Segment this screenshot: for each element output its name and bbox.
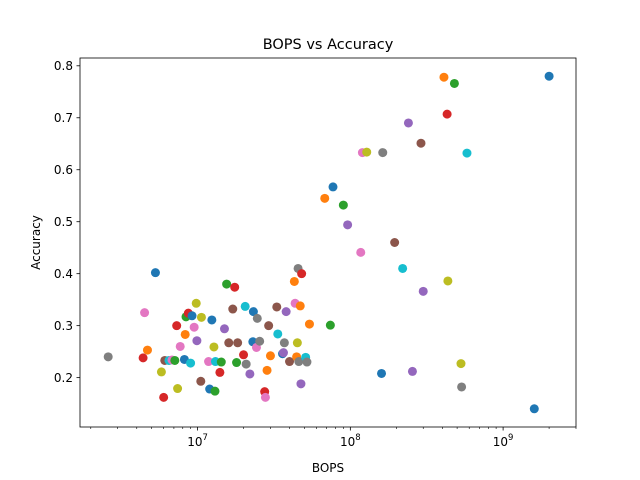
data-point — [273, 329, 283, 339]
data-point — [544, 71, 554, 81]
data-point — [103, 352, 113, 362]
data-point — [209, 342, 219, 352]
data-point — [241, 359, 251, 369]
data-point — [390, 238, 400, 247]
data-point — [240, 301, 250, 311]
x-axis-label: BOPS — [312, 461, 344, 475]
data-point — [260, 392, 270, 402]
data-point — [191, 298, 201, 308]
data-point — [292, 338, 302, 348]
data-point — [272, 302, 282, 312]
axes-frame — [79, 57, 577, 428]
data-point — [407, 366, 417, 376]
data-point — [232, 358, 242, 368]
data-point — [187, 311, 197, 321]
y-axis: 0.2 0.3 0.4 0.5 0.6 0.7 0.8 — [54, 59, 80, 385]
data-point — [289, 276, 299, 286]
data-point — [255, 336, 265, 346]
data-point — [278, 348, 288, 358]
data-point — [207, 315, 217, 325]
data-point — [304, 319, 314, 329]
data-point — [233, 338, 243, 348]
y-axis-label: Accuracy — [29, 215, 43, 270]
data-point — [186, 358, 196, 368]
data-point — [356, 247, 366, 257]
data-point — [175, 341, 185, 351]
y-tick-label: 0.5 — [54, 215, 73, 229]
data-point — [529, 404, 539, 414]
y-tick-label: 0.4 — [54, 267, 73, 281]
data-point — [456, 359, 466, 369]
data-point — [325, 320, 335, 330]
data-point — [296, 379, 306, 389]
data-point — [172, 321, 182, 331]
data-point — [264, 321, 274, 331]
data-point — [180, 329, 190, 339]
y-tick-label: 0.2 — [54, 371, 73, 385]
chart-title: BOPS vs Accuracy — [263, 37, 394, 53]
data-point — [418, 286, 428, 296]
data-point — [210, 386, 220, 396]
data-point — [192, 336, 202, 346]
data-point — [343, 220, 353, 230]
y-tick-label: 0.6 — [54, 163, 73, 177]
data-point — [439, 72, 449, 82]
data-point — [170, 355, 180, 365]
data-point — [156, 367, 166, 377]
y-tick-label: 0.7 — [54, 111, 73, 125]
data-point — [328, 182, 338, 192]
points-layer — [103, 71, 554, 414]
data-point — [378, 148, 388, 158]
data-point — [216, 357, 226, 367]
data-point — [338, 200, 348, 210]
x-tick-label: 108 — [340, 433, 361, 449]
data-point — [281, 307, 291, 317]
data-point — [150, 268, 160, 278]
data-point — [189, 322, 199, 332]
data-point — [294, 357, 304, 367]
data-point — [262, 365, 272, 375]
data-point — [320, 193, 330, 203]
data-point — [159, 392, 169, 402]
data-point — [248, 307, 258, 317]
data-point — [462, 148, 472, 158]
data-point — [362, 147, 372, 157]
y-tick-label: 0.8 — [54, 59, 73, 73]
data-point — [442, 109, 452, 119]
data-point — [219, 324, 229, 334]
data-point — [302, 357, 312, 367]
data-point — [230, 282, 240, 292]
data-point — [138, 353, 148, 363]
x-axis: 107 108 109 — [90, 427, 577, 449]
data-point — [285, 357, 295, 367]
data-point — [173, 384, 183, 394]
data-point — [215, 367, 225, 377]
data-point — [204, 357, 214, 367]
data-point — [403, 118, 413, 128]
data-point — [140, 308, 150, 318]
y-tick-label: 0.3 — [54, 319, 73, 333]
data-point — [398, 263, 408, 273]
data-point — [457, 382, 467, 392]
data-point — [224, 338, 234, 348]
data-point — [245, 369, 255, 379]
x-tick-label: 109 — [493, 433, 514, 449]
data-point — [443, 276, 453, 286]
data-point — [265, 351, 275, 361]
data-point — [416, 138, 426, 148]
data-point — [196, 376, 206, 386]
data-point — [142, 345, 152, 355]
data-point — [239, 350, 249, 360]
data-point — [297, 269, 307, 279]
data-point — [228, 304, 238, 314]
data-point — [449, 78, 459, 88]
data-point — [295, 301, 305, 311]
data-point — [196, 312, 206, 322]
x-tick-label: 107 — [187, 433, 208, 449]
data-point — [222, 279, 232, 289]
data-point — [279, 338, 289, 348]
data-point — [252, 313, 262, 323]
data-point — [377, 368, 387, 378]
